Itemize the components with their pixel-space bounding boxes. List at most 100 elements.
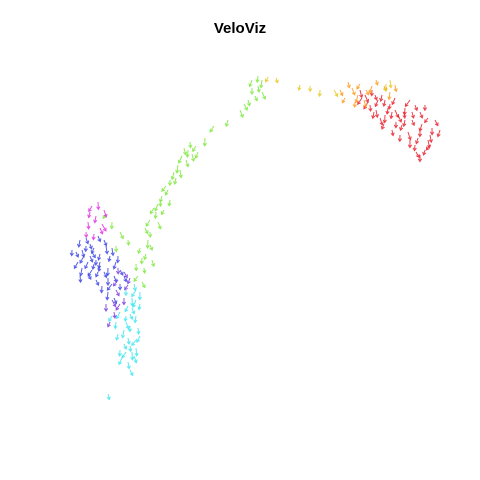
velocity-arrow-magenta-4 [86,221,91,230]
velocity-arrow-orange-9 [341,97,346,104]
velocity-arrow-blue-37 [117,283,123,291]
velocity-arrow-green-50 [167,199,172,207]
velocity-arrow-cyan-6 [126,337,131,345]
velocity-arrow-violet-0 [115,267,121,275]
velocity-arrow-green-14 [185,149,190,159]
velocity-arrow-green-13 [192,145,197,153]
velocity-arrow-red-48 [382,114,387,124]
velocity-arrow-green-41 [134,263,139,272]
velocity-arrow-yellow-2 [297,84,302,92]
velocity-arrow-green-46 [113,245,119,253]
series-green [102,75,267,289]
velocity-arrow-red-35 [380,123,385,130]
velocity-arrow-red-45 [415,151,420,159]
velocity-arrow-cyan-16 [115,311,121,320]
velocity-arrow-green-47 [147,231,153,239]
velocity-arrow-orange-13 [346,81,351,89]
velocity-arrow-yellow-4 [317,89,322,98]
velocity-arrow-cyan-15 [131,307,136,315]
velocity-arrow-cyan-31 [117,349,122,357]
velocity-arrow-green-29 [142,267,147,274]
velocity-arrow-magenta-1 [96,201,101,211]
series-blue [69,235,128,305]
velocity-arrow-green-30 [133,275,139,282]
velocity-arrow-red-13 [424,117,429,124]
velocity-arrow-yellow-5 [333,89,339,98]
velocity-arrow-violet-10 [112,311,117,320]
velocity-arrow-cyan-12 [131,339,137,347]
velocity-arrow-green-10 [224,119,229,128]
velocity-arrow-cyan-29 [123,315,128,323]
velocity-arrow-cyan-24 [108,315,113,322]
velocity-arrow-orange-4 [354,94,359,104]
velocity-arrow-magenta-2 [103,209,108,218]
series-cyan [106,283,142,401]
velocity-arrow-cyan-20 [130,351,135,361]
velocity-arrow-green-0 [248,79,253,88]
velocity-arrow-cyan-7 [128,345,133,353]
velocity-arrow-red-42 [410,111,415,119]
velocity-arrow-blue-33 [90,247,95,255]
velocity-arrow-green-51 [188,141,193,149]
velocity-arrow-red-29 [436,129,441,138]
velocity-arrow-green-52 [194,151,199,159]
velocity-arrow-orange-0 [351,87,356,96]
velocity-arrow-red-40 [387,103,392,110]
velocity-arrow-blue-28 [110,247,115,257]
velocity-arrow-violet-7 [107,321,111,328]
velocity-arrow-red-28 [434,119,439,127]
velocity-arrow-blue-15 [104,245,109,255]
velocity-arrow-orange-3 [368,85,373,94]
velocity-arrow-blue-39 [81,249,86,258]
velocity-arrow-green-39 [149,244,154,251]
velocity-arrow-green-11 [209,125,215,133]
velocity-arrow-violet-6 [103,304,109,313]
velocity-arrow-red-9 [389,111,394,120]
velocity-arrow-cyan-3 [129,313,134,320]
velocity-arrow-blue-8 [88,243,93,250]
velocity-arrow-cyan-9 [118,357,123,366]
velocity-arrow-red-41 [402,111,407,119]
velocity-arrow-cyan-32 [132,283,137,292]
velocity-arrow-blue-32 [69,249,74,257]
velocity-arrow-blue-34 [97,261,102,270]
velocity-arrow-blue-11 [79,267,84,277]
velocity-arrow-blue-7 [106,283,113,291]
velocity-arrow-cyan-28 [136,335,141,343]
velocity-arrow-violet-9 [124,284,129,291]
velocity-arrow-red-31 [417,154,423,163]
velocity-arrow-green-25 [145,239,150,249]
velocity-arrow-green-42 [126,239,131,246]
velocity-arrow-red-25 [391,97,396,106]
velocity-arrow-red-17 [393,121,399,129]
velocity-arrow-green-26 [137,247,142,255]
series-yellow [264,76,393,98]
velocity-arrow-green-23 [145,219,151,227]
velocity-arrow-cyan-11 [133,355,138,364]
velocity-arrow-red-1 [411,119,416,127]
velocity-arrow-cyan-19 [123,343,128,350]
velocity-arrow-cyan-18 [115,333,120,341]
velocity-arrow-green-38 [149,207,155,215]
velocity-arrow-red-38 [357,97,363,105]
velocity-arrow-cyan-33 [137,303,142,311]
velocity-arrow-green-32 [185,159,190,168]
velocity-arrow-green-6 [249,87,255,96]
series-magenta [84,201,108,241]
velocity-arrow-magenta-8 [101,223,107,232]
velocity-arrow-red-21 [364,94,370,103]
velocity-arrow-blue-41 [95,271,99,278]
velocity-arrow-blue-40 [89,255,94,263]
velocity-arrow-green-9 [239,109,244,119]
velocity-arrow-blue-19 [123,275,128,283]
velocity-arrow-green-40 [139,257,144,265]
velocity-arrow-violet-1 [123,271,128,279]
velocity-arrow-red-4 [382,99,387,108]
velocity-arrow-blue-26 [97,235,102,243]
velocity-arrow-orange-6 [374,79,379,86]
velocity-arrow-blue-27 [103,239,108,247]
velocity-arrow-red-39 [374,99,379,108]
velocity-arrow-red-36 [374,109,379,119]
velocity-arrow-orange-10 [352,101,357,109]
velocity-arrow-red-26 [414,104,419,112]
